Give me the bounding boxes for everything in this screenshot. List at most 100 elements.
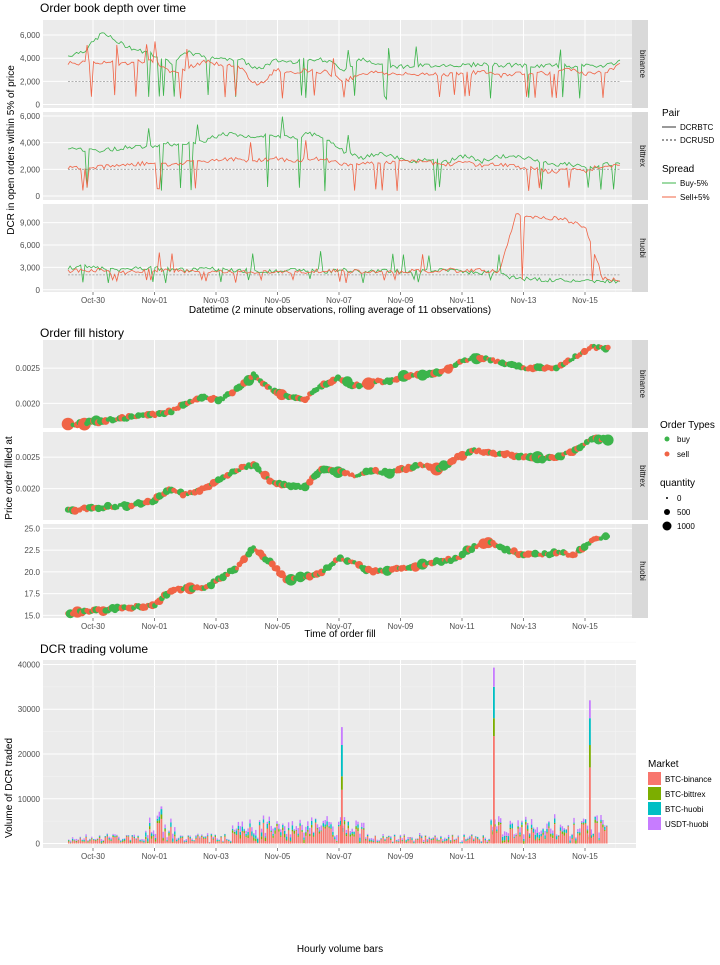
- volume-bar: [107, 836, 108, 837]
- volume-bar: [510, 825, 511, 828]
- depth-xtick-label: Nov-07: [326, 296, 352, 305]
- volume-bar: [211, 836, 212, 843]
- volume-bar: [440, 839, 441, 844]
- volume-bar: [85, 836, 86, 837]
- volume-bar: [442, 839, 443, 840]
- volume-bar: [272, 834, 273, 836]
- volume-bar: [307, 832, 308, 844]
- volume-bar: [411, 840, 412, 841]
- volume-bar: [267, 824, 268, 828]
- depth-xtick-label: Nov-13: [511, 296, 537, 305]
- volume-bar: [257, 843, 258, 844]
- volume-bar: [413, 841, 414, 842]
- volume-bar: [369, 842, 370, 844]
- volume-bar: [103, 841, 104, 842]
- volume-bar: [230, 841, 231, 842]
- volume-bar: [145, 832, 146, 837]
- volume-bar: [180, 838, 181, 843]
- volume-bar: [91, 839, 92, 843]
- volume-bar: [153, 830, 154, 834]
- volume-bar: [575, 837, 576, 838]
- volume-bar: [317, 828, 318, 829]
- fills-xlabel: Time of order fill: [304, 629, 375, 640]
- volume-bar: [458, 837, 459, 844]
- volume-spike: [589, 767, 591, 843]
- volume-bar: [558, 837, 559, 844]
- volume-bar: [136, 839, 137, 843]
- depth-xtick-label: Nov-09: [388, 296, 414, 305]
- volume-bar: [182, 836, 183, 837]
- volume-bar: [276, 821, 277, 823]
- volume-bar: [122, 842, 123, 844]
- volume-bar: [296, 831, 297, 844]
- volume-bar: [261, 837, 262, 840]
- volume-bar: [583, 825, 584, 844]
- volume-bar: [427, 839, 428, 840]
- volume-bar: [159, 812, 160, 817]
- volume-bar: [286, 841, 287, 844]
- volume-bar: [346, 830, 347, 833]
- volume-bar: [224, 834, 225, 835]
- volume-bar: [606, 826, 607, 843]
- volume-bar: [483, 837, 484, 838]
- volume-bar: [251, 827, 252, 831]
- volume-bar: [191, 839, 192, 840]
- volume-bar: [562, 834, 563, 844]
- volume-bar: [334, 837, 335, 839]
- volume-bar: [180, 835, 181, 836]
- volume-bar: [396, 842, 397, 844]
- volume-bar: [402, 838, 403, 840]
- volume-bar: [230, 843, 231, 844]
- volume-bar: [535, 830, 536, 835]
- volume-bar: [159, 823, 160, 844]
- volume-bar: [531, 825, 532, 828]
- volume-bar: [558, 836, 559, 837]
- volume-bar: [155, 842, 156, 844]
- volume-bar: [373, 841, 374, 842]
- volume-bar: [163, 832, 164, 838]
- volume-bar: [517, 827, 518, 829]
- volume-bar: [346, 836, 347, 843]
- volume-bar: [533, 833, 534, 844]
- volume-bar: [313, 833, 314, 836]
- volume-bar: [517, 820, 518, 826]
- volume-bar: [591, 838, 592, 844]
- volume-bar: [587, 833, 588, 843]
- volume-bar: [483, 838, 484, 844]
- volume-bar: [143, 843, 144, 844]
- volume-bar: [423, 840, 424, 842]
- fills-xtick-label: Nov-11: [449, 622, 475, 631]
- volume-bar: [218, 840, 219, 841]
- volume-bar: [556, 836, 557, 839]
- volume-bar: [274, 828, 275, 831]
- volume-bar: [151, 836, 152, 839]
- volume-bar: [247, 835, 248, 838]
- volume-bar: [371, 840, 372, 841]
- volume-bar: [105, 837, 106, 843]
- volume-bar: [564, 832, 565, 835]
- volume-bar: [267, 822, 268, 824]
- volume-bar: [195, 835, 196, 836]
- volume-bar: [151, 839, 152, 844]
- volume-bar: [76, 841, 77, 842]
- volume-bar: [596, 823, 597, 844]
- volume-bar: [365, 837, 366, 838]
- volume-bar: [544, 836, 545, 839]
- volume-bar: [228, 841, 229, 843]
- volume-bar: [307, 830, 308, 832]
- volume-bar: [263, 819, 264, 822]
- volume-bar: [352, 836, 353, 844]
- volume-bar: [153, 836, 154, 837]
- volume-bar: [143, 839, 144, 840]
- volume-bar: [251, 832, 252, 836]
- volume-bar: [290, 841, 291, 842]
- volume-spike: [589, 745, 591, 767]
- volume-bar: [531, 819, 532, 825]
- volume-bar: [205, 837, 206, 838]
- volume-bar: [531, 829, 532, 843]
- volume-bar: [386, 838, 387, 844]
- volume-bar: [350, 833, 351, 835]
- volume-bar: [541, 837, 542, 844]
- volume-bar: [419, 833, 420, 835]
